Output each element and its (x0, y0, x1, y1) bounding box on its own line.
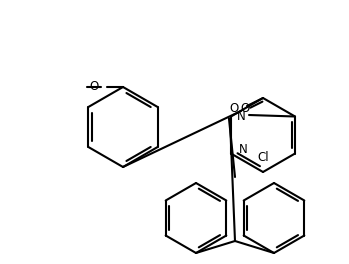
Text: O: O (240, 102, 250, 116)
Text: O: O (90, 79, 99, 92)
Text: N: N (239, 143, 248, 156)
Text: Cl: Cl (257, 151, 269, 164)
Text: N: N (237, 110, 246, 123)
Text: O: O (230, 101, 239, 115)
